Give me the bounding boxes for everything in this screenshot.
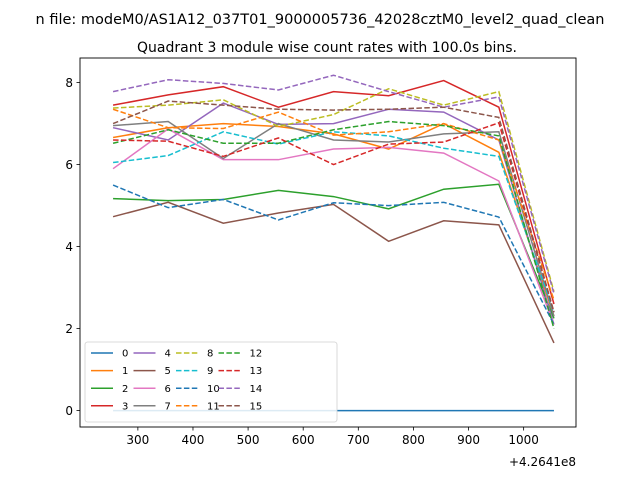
legend-label-0: 0 <box>122 349 128 360</box>
series-layer <box>112 74 555 412</box>
legend-label-11: 11 <box>207 401 220 412</box>
legend-label-8: 8 <box>207 349 213 360</box>
axes-layer: 300 400 500 600 700 800 900 1000 0 2 4 6 8 <box>65 76 539 447</box>
x-tick-label: 1000 <box>508 433 539 447</box>
series-line-6 <box>112 128 555 325</box>
x-tick-label: 700 <box>347 433 370 447</box>
legend-label-2: 2 <box>122 384 128 395</box>
x-axis-offset-label: +4.2641e8 <box>509 455 576 469</box>
x-tick-label: 300 <box>126 433 149 447</box>
series-line-15 <box>112 100 555 313</box>
legend-label-13: 13 <box>250 366 263 377</box>
y-tick-label: 4 <box>65 240 73 254</box>
x-tick-label: 800 <box>402 433 425 447</box>
series-line-10 <box>112 184 555 325</box>
legend-label-7: 7 <box>165 401 171 412</box>
series-line-14 <box>112 74 555 294</box>
series-line-12 <box>112 120 555 329</box>
chart-title: Quadrant 3 module wise count rates with … <box>137 40 517 56</box>
legend-label-12: 12 <box>250 349 263 360</box>
plot-area <box>79 57 577 428</box>
x-tick-label: 500 <box>237 433 260 447</box>
legend-label-14: 14 <box>250 384 263 395</box>
series-line-13 <box>113 121 555 313</box>
legend-label-6: 6 <box>165 384 171 395</box>
y-tick-label: 6 <box>65 158 73 172</box>
legend-label-4: 4 <box>165 349 171 360</box>
legend-frame <box>84 341 338 423</box>
series-line-9 <box>112 131 555 313</box>
x-tick-label: 900 <box>457 433 480 447</box>
series-line-5 <box>112 201 555 344</box>
legend-label-5: 5 <box>165 366 171 377</box>
legend-label-15: 15 <box>250 401 263 412</box>
series-line-8 <box>113 87 555 292</box>
legend-label-1: 1 <box>122 366 128 377</box>
series-line-2 <box>113 183 555 319</box>
y-tick-label: 0 <box>65 404 73 418</box>
legend-label-10: 10 <box>207 384 220 395</box>
figure-suptitle: n file: modeM0/AS1A12_037T01_9000005736_… <box>36 12 605 28</box>
y-tick-label: 2 <box>65 322 73 336</box>
series-line-1 <box>112 122 555 317</box>
series-line-3 <box>112 79 555 305</box>
legend-label-3: 3 <box>122 401 128 412</box>
legend-label-9: 9 <box>207 366 213 377</box>
y-tick-label: 8 <box>65 76 73 90</box>
x-tick-label: 400 <box>182 433 205 447</box>
series-line-11 <box>112 108 555 301</box>
x-tick-label: 600 <box>292 433 315 447</box>
